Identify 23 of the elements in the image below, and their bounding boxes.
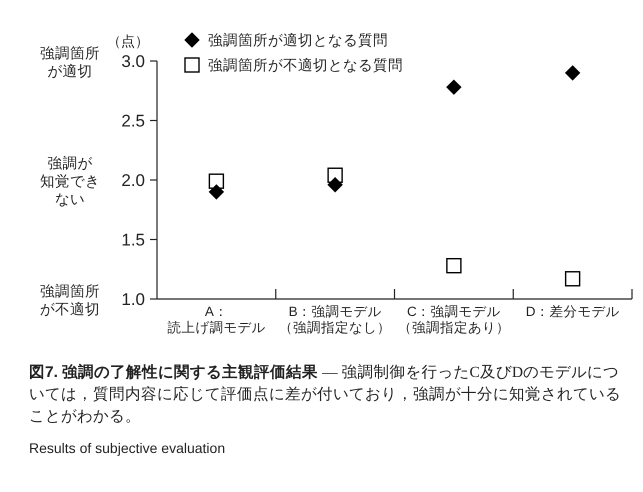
point [446,258,462,274]
point [564,271,580,286]
legend-label: 強調箇所が適切となる質問 [208,32,388,49]
point [446,80,462,95]
point [565,65,580,80]
y-tick-label: 1.0 [121,290,145,309]
x-tick-label: A：読上げ調モデル [166,304,266,336]
y-tick-label: 1.5 [121,230,145,250]
y-tick-label: 2.0 [121,171,145,190]
text: 強調箇所が不適切 [39,283,101,319]
text: 強調が知覚できない [39,155,101,209]
point [208,173,224,189]
legend-label: 強調箇所が不適切となる質問 [208,57,403,74]
x-tick-label: D：差分モデル [524,304,620,320]
x-tick-label: C：強調モデル（強調指定あり） [396,304,511,336]
y-tick-label: 2.5 [121,112,145,130]
y-axis-title: （点） [107,33,149,49]
y-tick-label: 3.0 [121,52,145,71]
point [327,168,343,183]
text: Results of subjective evaluation [29,440,226,456]
text: 図7. 強調の了解性に関する主観評価結果 [29,364,318,381]
x-tick-label: B：強調モデル（強調指定なし） [278,304,392,336]
text: 強調箇所が適切 [39,45,101,81]
